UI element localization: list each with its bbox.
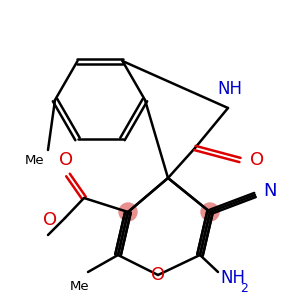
Text: NH: NH [218,80,242,98]
Text: O: O [59,151,73,169]
Circle shape [201,203,219,221]
Text: NH: NH [220,269,245,287]
Text: N: N [263,182,277,200]
Circle shape [119,203,137,221]
Text: Me: Me [70,280,90,293]
Text: Me: Me [24,154,44,167]
Text: O: O [43,211,57,229]
Text: O: O [151,266,165,284]
Text: O: O [250,151,264,169]
Text: 2: 2 [240,282,248,295]
